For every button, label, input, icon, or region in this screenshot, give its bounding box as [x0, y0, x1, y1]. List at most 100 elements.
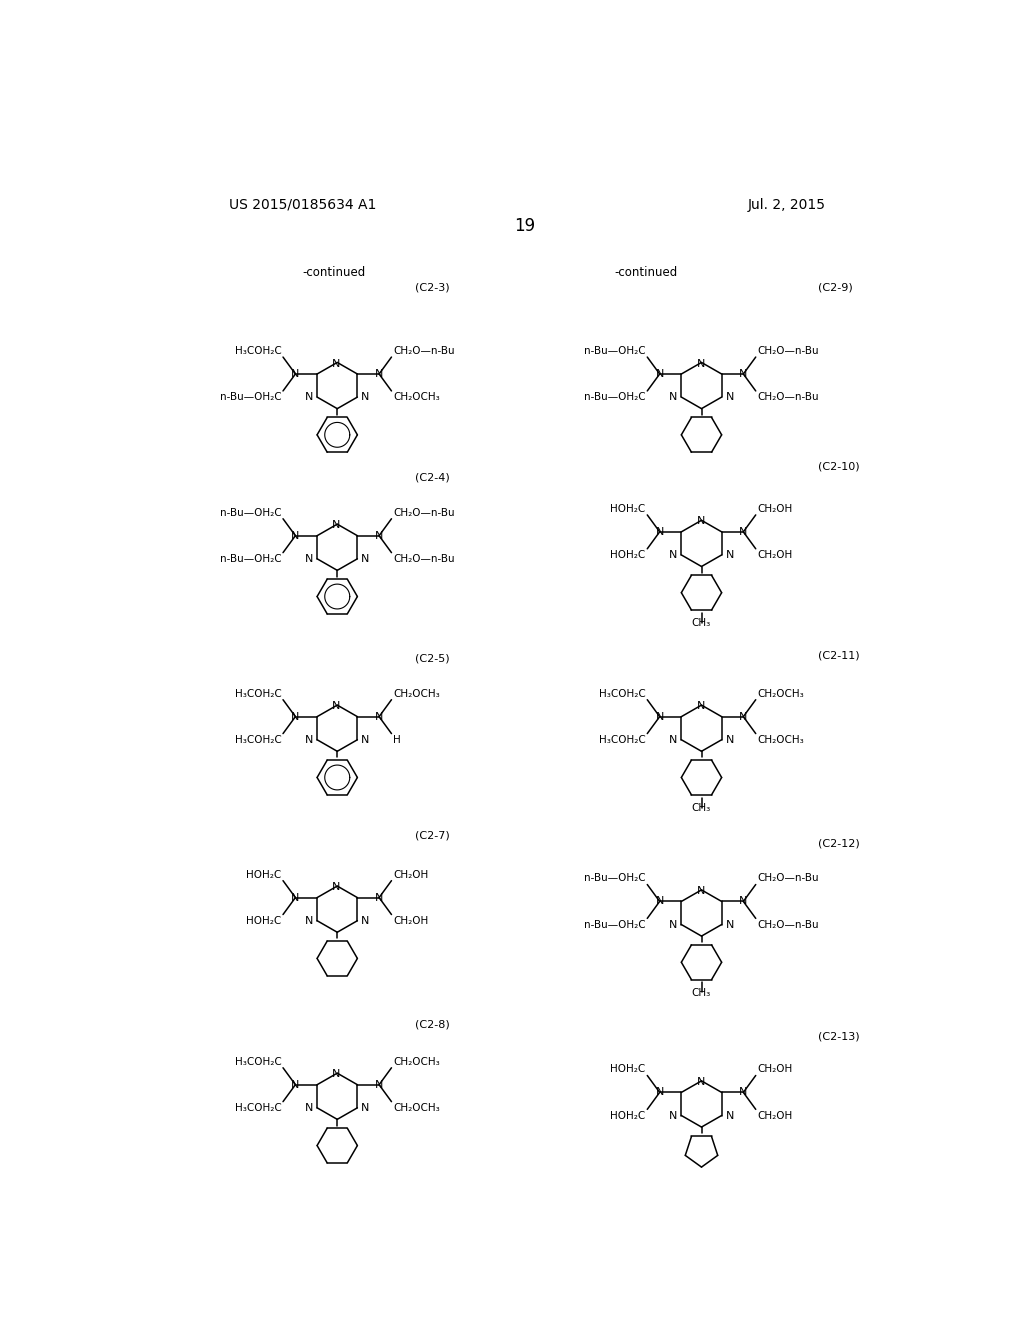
Text: CH₃: CH₃ [692, 987, 711, 998]
Text: n-Bu—OH₂C: n-Bu—OH₂C [584, 920, 646, 929]
Text: (C2-12): (C2-12) [818, 838, 859, 849]
Text: N: N [375, 370, 383, 379]
Text: N: N [332, 359, 341, 368]
Text: CH₂O—n-Bu: CH₂O—n-Bu [758, 874, 819, 883]
Text: N: N [361, 735, 370, 744]
Text: HOH₂C: HOH₂C [610, 1064, 646, 1074]
Text: N: N [305, 735, 313, 744]
Text: (C2-8): (C2-8) [415, 1019, 450, 1030]
Text: N: N [291, 711, 300, 722]
Text: n-Bu—OH₂C: n-Bu—OH₂C [220, 554, 282, 564]
Text: N: N [375, 892, 383, 903]
Text: (C2-13): (C2-13) [818, 1031, 859, 1041]
Text: N: N [726, 392, 734, 403]
Text: H₃COH₂C: H₃COH₂C [234, 1102, 282, 1113]
Text: CH₂OH: CH₂OH [758, 1110, 793, 1121]
Text: CH₂O—n-Bu: CH₂O—n-Bu [758, 346, 819, 356]
Text: N: N [696, 359, 705, 368]
Text: N: N [305, 554, 313, 564]
Text: N: N [696, 1077, 705, 1086]
Text: N: N [726, 1110, 734, 1121]
Text: (C2-5): (C2-5) [415, 653, 450, 664]
Text: US 2015/0185634 A1: US 2015/0185634 A1 [228, 198, 376, 211]
Text: CH₂OH: CH₂OH [758, 1064, 793, 1074]
Text: CH₂OH: CH₂OH [393, 916, 428, 925]
Text: (C2-11): (C2-11) [818, 649, 859, 660]
Text: N: N [726, 920, 734, 929]
Text: n-Bu—OH₂C: n-Bu—OH₂C [220, 508, 282, 517]
Text: N: N [361, 1102, 370, 1113]
Text: H₃COH₂C: H₃COH₂C [234, 735, 282, 744]
Text: N: N [375, 531, 383, 541]
Text: (C2-4): (C2-4) [415, 473, 450, 483]
Text: CH₂OCH₃: CH₂OCH₃ [393, 392, 439, 403]
Text: n-Bu—OH₂C: n-Bu—OH₂C [584, 874, 646, 883]
Text: N: N [739, 711, 748, 722]
Text: -continued: -continued [614, 265, 678, 279]
Text: n-Bu—OH₂C: n-Bu—OH₂C [584, 392, 646, 403]
Text: N: N [696, 516, 705, 527]
Text: N: N [291, 892, 300, 903]
Text: N: N [361, 554, 370, 564]
Text: N: N [739, 527, 748, 537]
Text: 19: 19 [514, 218, 536, 235]
Text: CH₂OCH₃: CH₂OCH₃ [758, 689, 804, 698]
Text: N: N [291, 1080, 300, 1090]
Text: N: N [655, 1088, 664, 1097]
Text: N: N [739, 1088, 748, 1097]
Text: N: N [332, 1069, 341, 1080]
Text: N: N [375, 1080, 383, 1090]
Text: CH₂O—n-Bu: CH₂O—n-Bu [758, 392, 819, 403]
Text: (C2-10): (C2-10) [818, 462, 859, 471]
Text: N: N [669, 1110, 678, 1121]
Text: N: N [739, 896, 748, 907]
Text: H: H [393, 735, 400, 744]
Text: HOH₂C: HOH₂C [610, 550, 646, 560]
Text: N: N [361, 392, 370, 403]
Text: N: N [332, 701, 341, 711]
Text: N: N [291, 370, 300, 379]
Text: n-Bu—OH₂C: n-Bu—OH₂C [220, 392, 282, 403]
Text: N: N [332, 520, 341, 531]
Text: N: N [669, 392, 678, 403]
Text: CH₂OH: CH₂OH [393, 870, 428, 879]
Text: HOH₂C: HOH₂C [610, 504, 646, 513]
Text: N: N [696, 701, 705, 711]
Text: H₃COH₂C: H₃COH₂C [599, 689, 646, 698]
Text: N: N [332, 882, 341, 892]
Text: N: N [655, 711, 664, 722]
Text: N: N [375, 711, 383, 722]
Text: N: N [726, 735, 734, 744]
Text: CH₂O—n-Bu: CH₂O—n-Bu [758, 920, 819, 929]
Text: N: N [655, 896, 664, 907]
Text: (C2-3): (C2-3) [415, 282, 450, 293]
Text: CH₂O—n-Bu: CH₂O—n-Bu [393, 346, 455, 356]
Text: N: N [669, 920, 678, 929]
Text: N: N [361, 916, 370, 925]
Text: CH₃: CH₃ [692, 803, 711, 813]
Text: N: N [655, 527, 664, 537]
Text: HOH₂C: HOH₂C [246, 916, 282, 925]
Text: N: N [305, 392, 313, 403]
Text: (C2-7): (C2-7) [415, 832, 450, 841]
Text: CH₂OH: CH₂OH [758, 504, 793, 513]
Text: CH₂O—n-Bu: CH₂O—n-Bu [393, 508, 455, 517]
Text: CH₂OH: CH₂OH [758, 550, 793, 560]
Text: CH₂OCH₃: CH₂OCH₃ [393, 1056, 439, 1067]
Text: CH₂O—n-Bu: CH₂O—n-Bu [393, 554, 455, 564]
Text: H₃COH₂C: H₃COH₂C [234, 346, 282, 356]
Text: CH₂OCH₃: CH₂OCH₃ [393, 1102, 439, 1113]
Text: Jul. 2, 2015: Jul. 2, 2015 [748, 198, 826, 211]
Text: N: N [305, 916, 313, 925]
Text: H₃COH₂C: H₃COH₂C [599, 735, 646, 744]
Text: N: N [726, 550, 734, 560]
Text: CH₂OCH₃: CH₂OCH₃ [393, 689, 439, 698]
Text: HOH₂C: HOH₂C [246, 870, 282, 879]
Text: N: N [305, 1102, 313, 1113]
Text: N: N [655, 370, 664, 379]
Text: n-Bu—OH₂C: n-Bu—OH₂C [584, 346, 646, 356]
Text: CH₂OCH₃: CH₂OCH₃ [758, 735, 804, 744]
Text: (C2-9): (C2-9) [818, 282, 853, 293]
Text: N: N [696, 886, 705, 896]
Text: HOH₂C: HOH₂C [610, 1110, 646, 1121]
